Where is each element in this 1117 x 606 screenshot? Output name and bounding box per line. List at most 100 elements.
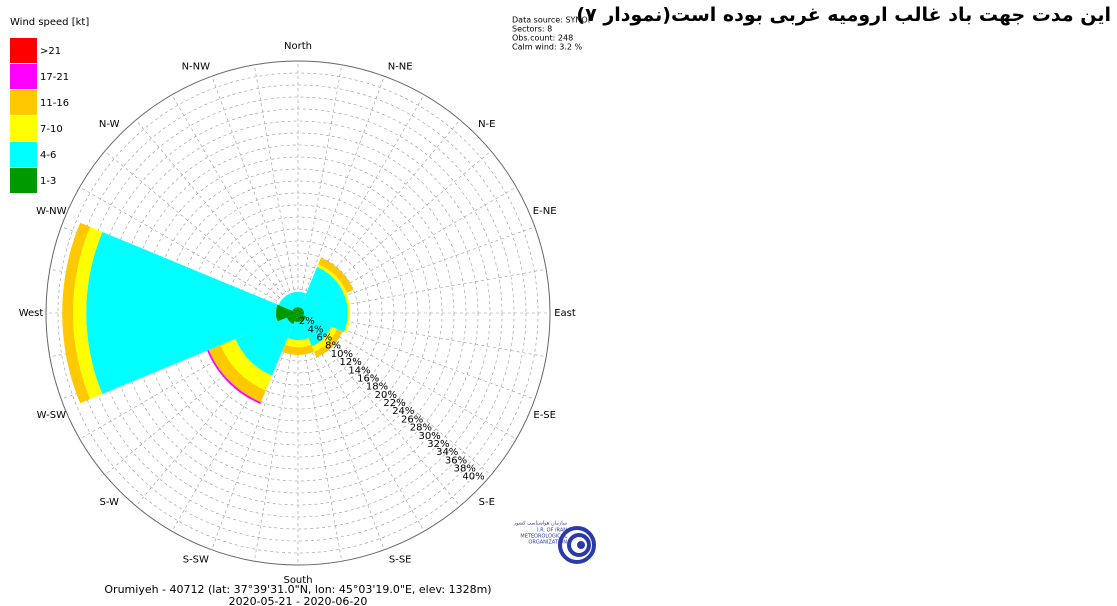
y-tick-label: 26% <box>401 414 423 425</box>
wedge <box>287 321 309 340</box>
wedge <box>303 293 348 333</box>
wedge <box>298 313 307 322</box>
wedge <box>317 264 347 294</box>
direction-label: W-NW <box>36 206 67 217</box>
y-tick-label: 22% <box>383 398 405 409</box>
y-tick-label: 28% <box>410 423 432 434</box>
y-tick-label: 8% <box>325 341 341 352</box>
legend-swatch <box>10 116 37 141</box>
direction-label: N-NW <box>182 61 211 72</box>
spoke <box>135 119 299 314</box>
legend-swatch <box>10 142 37 167</box>
wedge <box>298 310 305 316</box>
direction-label: N-W <box>99 119 120 130</box>
grid-ring <box>129 144 467 482</box>
wedge <box>208 345 266 403</box>
wedge <box>344 293 351 333</box>
legend-swatch <box>10 90 37 115</box>
wedge <box>300 266 345 311</box>
wedge <box>62 222 91 404</box>
wedges <box>62 222 354 404</box>
y-tick-label: 24% <box>392 406 414 417</box>
info-text: Calm wind: 3.2 % <box>512 43 582 52</box>
direction-label: West <box>19 308 44 319</box>
spoke <box>211 76 299 314</box>
info-text: Obs.count: 248 <box>512 34 573 43</box>
legend-label: >21 <box>40 46 61 57</box>
wedge <box>275 304 298 322</box>
y-tick-label: 38% <box>454 463 476 474</box>
legend-swatch <box>10 64 37 89</box>
direction-label: North <box>284 41 312 52</box>
wedge <box>289 292 307 308</box>
wedge <box>286 313 298 325</box>
wedge <box>284 337 312 348</box>
wedge <box>314 329 343 358</box>
y-tick-label: 36% <box>445 455 467 466</box>
spoke <box>297 76 385 314</box>
legend-swatch <box>10 38 37 63</box>
legend-label: 7-10 <box>40 124 63 135</box>
wedge <box>281 344 315 355</box>
y-tick-label: 20% <box>375 390 397 401</box>
footer: 2020-05-21 - 2020-06-20 <box>229 595 368 606</box>
direction-label: N-E <box>478 119 495 130</box>
wedge <box>311 326 337 352</box>
info-text: Data source: SYNOP <box>512 16 593 25</box>
grid-ring <box>213 228 383 398</box>
y-tick-label: 16% <box>357 373 379 384</box>
wedge <box>235 317 294 376</box>
y-tick-label: 10% <box>331 349 353 360</box>
wedge <box>220 338 273 391</box>
spoke <box>171 94 299 314</box>
direction-label: E-NE <box>533 206 557 217</box>
y-tick-label: 14% <box>348 365 370 376</box>
direction-label: S-SW <box>183 555 209 566</box>
wedge <box>292 307 298 313</box>
direction-label: South <box>283 575 312 586</box>
outer-ring <box>45 60 551 566</box>
spoke <box>104 150 299 314</box>
wedge <box>86 231 278 395</box>
y-tick-label: 6% <box>316 333 332 344</box>
y-tick-label: 30% <box>419 431 441 442</box>
spoke <box>297 64 343 314</box>
wedge <box>73 226 103 400</box>
spoke <box>253 64 299 314</box>
y-tick-label: 12% <box>340 357 362 368</box>
heading: این مدت جهت باد غالب ارومیه غربی بوده اس… <box>576 4 1111 26</box>
logo-text: I.R. OF IRAN <box>537 528 567 534</box>
direction-label: E-SE <box>533 410 556 421</box>
direction-label: S-SE <box>389 555 412 566</box>
logo-text: ORGANIZATION <box>528 540 567 546</box>
legend-label: 11-16 <box>40 98 69 109</box>
wedge <box>301 316 332 347</box>
y-tick-label: 32% <box>427 439 449 450</box>
direction-label: S-E <box>479 497 495 508</box>
logo: سازمان هواشناسی کشور I.R. OF IRAN METEOR… <box>513 521 596 564</box>
grid-ring <box>141 156 455 470</box>
legend-swatch <box>10 168 37 193</box>
grid-ring <box>57 72 539 554</box>
y-tick-label: 4% <box>308 324 324 335</box>
wedge <box>294 313 302 322</box>
legend-label: 1-3 <box>40 176 56 187</box>
legend-label: 17-21 <box>40 72 69 83</box>
direction-label: N-NE <box>388 61 413 72</box>
wedge <box>295 307 301 313</box>
footer: Orumiyeh - 40712 (lat: 37°39'31.0"N, lon… <box>104 583 491 596</box>
y-tick-label: 40% <box>462 472 484 483</box>
logo-text: سازمان هواشناسی کشور <box>513 521 567 527</box>
info-text: Sectors: 8 <box>512 25 552 34</box>
legend-label: 4-6 <box>40 150 56 161</box>
y-tick-label: 2% <box>299 316 315 327</box>
grid-ring <box>93 108 503 518</box>
grid-ring <box>225 240 371 386</box>
wedge <box>298 307 304 313</box>
wedge <box>278 293 296 311</box>
direction-label: W-SW <box>37 410 66 421</box>
direction-label: S-W <box>99 497 119 508</box>
legend-title: Wind speed [kt] <box>10 17 89 28</box>
